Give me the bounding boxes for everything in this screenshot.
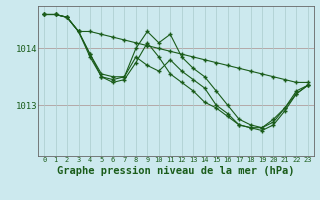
X-axis label: Graphe pression niveau de la mer (hPa): Graphe pression niveau de la mer (hPa) xyxy=(57,166,295,176)
